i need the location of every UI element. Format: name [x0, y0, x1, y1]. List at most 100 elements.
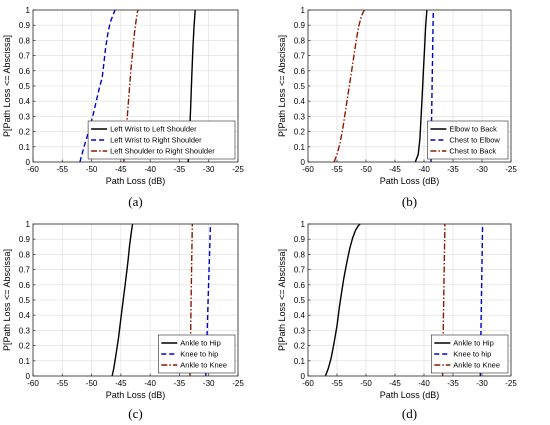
legend: Ankle to Hip Knee to hip Ankle to Knee: [430, 334, 509, 374]
x-tick-label: -40: [418, 379, 430, 388]
y-tick-label: 0: [26, 158, 31, 167]
y-tick-label: 0.3: [19, 326, 31, 335]
y-tick-label: 1: [26, 6, 31, 15]
y-tick-label: 0.2: [294, 128, 306, 137]
legend-label: Ankle to Knee: [180, 361, 227, 370]
y-axis-label: P[Path Loss <= Abscissa]: [277, 35, 287, 137]
x-tick-label: -35: [447, 379, 459, 388]
series-line-1: [324, 223, 361, 377]
y-tick-label: 0.4: [294, 311, 306, 320]
y-tick-label: 0.4: [19, 311, 31, 320]
y-tick-label: 0.5: [294, 296, 306, 305]
x-tick-label: -60: [27, 379, 39, 388]
x-tick-label: -50: [360, 165, 372, 174]
x-tick-label: -35: [174, 379, 186, 388]
y-tick-label: 0: [301, 372, 306, 381]
x-tick-label: -30: [203, 379, 215, 388]
chart-panel-3: -60 -55 -50 -45 -40 -35 -30 -25 0 0.1 0.2 0.3 0.4 0.5…: [2, 220, 244, 421]
x-tick-label: -40: [418, 165, 430, 174]
x-tick-label: -30: [476, 379, 488, 388]
legend-label: Ankle to Knee: [453, 361, 500, 370]
x-tick-label: -55: [57, 165, 69, 174]
x-tick-label: -45: [115, 165, 127, 174]
y-tick-label: 0.5: [19, 82, 31, 91]
y-tick-label: 0.9: [19, 235, 31, 244]
chart-panel-2: -60 -55 -50 -45 -40 -35 -30 -25 0 0.1 0.2 0.3 0.4 0.5…: [277, 6, 517, 209]
x-axis-label: Path Loss (dB): [106, 390, 166, 400]
legend-label: Left Shoulder to Right Shoulder: [110, 147, 215, 156]
x-tick-label: -30: [203, 165, 215, 174]
y-tick-label: 0.8: [294, 36, 306, 45]
y-tick-label: 0.9: [19, 21, 31, 30]
legend-label: Left Wrist to Right Shoulder: [110, 136, 202, 145]
legend-label: Knee to hip: [180, 350, 218, 359]
x-tick-label: -55: [331, 165, 343, 174]
x-tick-label: -40: [144, 165, 156, 174]
y-tick-label: 0.7: [294, 266, 306, 275]
y-tick-label: 0: [301, 158, 306, 167]
legend-box: [87, 120, 236, 160]
x-tick-label: -45: [389, 165, 401, 174]
x-axis-label: Path Loss (dB): [380, 176, 440, 186]
y-axis-label: P[Path Loss <= Abscissa]: [2, 35, 12, 137]
y-tick-label: 0.3: [294, 326, 306, 335]
panel-label: (a): [128, 194, 142, 209]
x-tick-label: -55: [331, 379, 343, 388]
x-axis-label: Path Loss (dB): [106, 176, 166, 186]
legend-label: Elbow to Back: [449, 125, 497, 134]
x-tick-label: -45: [389, 379, 401, 388]
y-tick-label: 0.1: [294, 357, 306, 366]
y-axis-label: P[Path Loss <= Abscissa]: [277, 249, 287, 351]
y-tick-label: 0.2: [19, 128, 31, 137]
y-tick-label: 1: [301, 220, 306, 229]
x-tick-label: -60: [27, 165, 39, 174]
x-axis-label: Path Loss (dB): [380, 390, 440, 400]
x-tick-label: -25: [505, 165, 517, 174]
y-tick-label: 0.4: [294, 97, 306, 106]
series-line-1: [414, 9, 428, 163]
y-tick-label: 1: [26, 220, 31, 229]
x-tick-label: -50: [360, 379, 372, 388]
y-tick-label: 0: [26, 372, 31, 381]
y-tick-label: 0.9: [294, 235, 306, 244]
x-tick-label: -35: [447, 165, 459, 174]
chart-panel-4: -60 -55 -50 -45 -40 -35 -30 -25 0 0.1 0.2 0.3 0.4 0.5…: [277, 220, 517, 421]
legend: Ankle to Hip Knee to hip Ankle to Knee: [158, 334, 236, 374]
x-tick-label: -25: [232, 165, 244, 174]
x-tick-label: -25: [505, 379, 517, 388]
y-tick-label: 0.6: [19, 67, 31, 76]
x-tick-label: -55: [57, 379, 69, 388]
x-tick-label: -45: [115, 379, 127, 388]
legend: Left Wrist to Left Shoulder Left Wrist to…: [87, 120, 236, 160]
legend: Elbow to Back Chest to Elbow Chest to Back: [427, 120, 509, 160]
y-tick-label: 0.2: [19, 342, 31, 351]
y-tick-label: 0.2: [294, 342, 306, 351]
y-tick-label: 0.7: [19, 52, 31, 61]
x-tick-label: -40: [144, 379, 156, 388]
legend-label: Ankle to Hip: [180, 339, 220, 348]
y-tick-label: 0.8: [19, 250, 31, 259]
x-tick-label: -50: [86, 165, 98, 174]
panel-label: (d): [402, 406, 417, 421]
x-tick-label: -60: [302, 165, 314, 174]
y-tick-label: 0.1: [19, 143, 31, 152]
x-tick-label: -35: [174, 165, 186, 174]
y-tick-label: 0.1: [19, 357, 31, 366]
chart-panel-1: -60 -55 -50 -45 -40 -35 -30 -25 0 0.1 0.2 0.3 0.4 0.5…: [2, 6, 244, 209]
y-tick-label: 0.9: [294, 21, 306, 30]
x-tick-label: -25: [232, 379, 244, 388]
y-tick-label: 0.5: [19, 296, 31, 305]
y-tick-label: 0.3: [19, 112, 31, 121]
x-tick-label: -30: [476, 165, 488, 174]
panel-label: (b): [402, 194, 417, 209]
legend-label: Left Wrist to Left Shoulder: [110, 125, 197, 134]
y-tick-label: 1: [301, 6, 306, 15]
legend-label: Chest to Back: [449, 147, 496, 156]
series-line-3: [333, 9, 365, 163]
y-tick-label: 0.3: [294, 112, 306, 121]
y-axis-label: P[Path Loss <= Abscissa]: [2, 249, 12, 351]
y-tick-label: 0.7: [19, 266, 31, 275]
y-tick-label: 0.7: [294, 52, 306, 61]
legend-label: Knee to hip: [453, 350, 491, 359]
